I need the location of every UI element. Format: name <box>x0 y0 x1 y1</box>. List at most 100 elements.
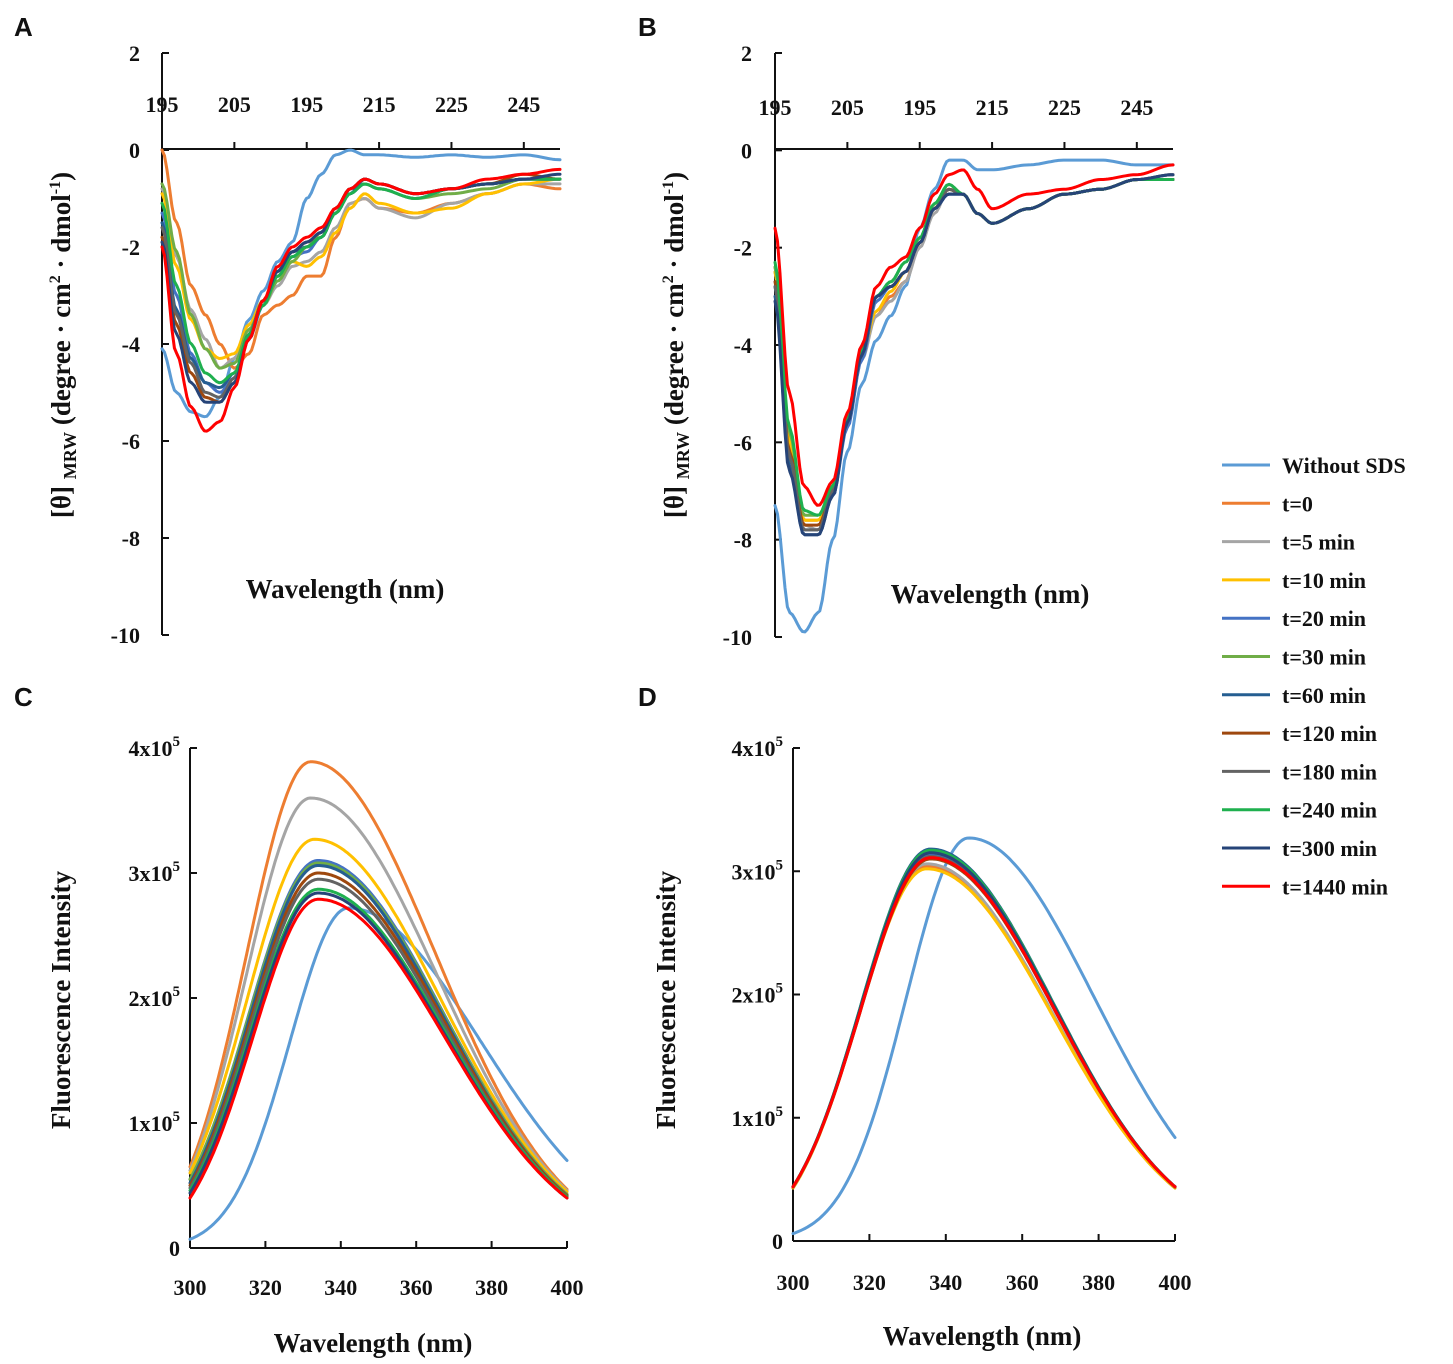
x-tick-label: 320 <box>249 1275 282 1300</box>
y-tick-label: 0 <box>129 138 140 163</box>
x-tick-label: 380 <box>475 1275 508 1300</box>
x-tick-label: 195 <box>290 92 323 117</box>
series-line-t-1440-min <box>773 163 1175 507</box>
y-tick-label: 2 <box>741 41 752 66</box>
y-axis-title-close: ) <box>659 172 689 181</box>
y-tick-label-base: 2x10 <box>129 986 173 1011</box>
series-line-t-0 <box>773 173 1175 522</box>
panel-letter: B <box>638 12 657 42</box>
y-axis-title-unit-a: (degree · cm <box>659 283 689 432</box>
series-group <box>160 148 562 433</box>
legend: Without SDS t=0 t=5 min t=10 min t=20 min t=3… <box>1222 453 1406 899</box>
y-tick-label-exp: 5 <box>776 734 784 750</box>
x-tick-label: 380 <box>1082 1270 1115 1295</box>
y-axis-title: Fluorescence Intensity <box>651 870 681 1129</box>
x-axis-title: Wavelength (nm) <box>883 1321 1082 1351</box>
legend-label: t=30 min <box>1282 645 1366 670</box>
x-tick-label: 195 <box>146 92 179 117</box>
y-tick-label: 3x105 <box>732 857 784 884</box>
x-tick-label: 205 <box>831 95 864 120</box>
x-tick-label: 205 <box>218 92 251 117</box>
legend-item: t=30 min <box>1222 645 1366 670</box>
x-tick-label: 340 <box>324 1275 357 1300</box>
y-tick-label: 4x105 <box>129 734 181 761</box>
series-line-t-30-min <box>773 178 1175 517</box>
y-tick-label: -6 <box>122 429 140 454</box>
y-tick-label-base: 1x10 <box>129 1111 173 1136</box>
series-line-t-10-min <box>188 837 569 1194</box>
series-line-t-0 <box>188 760 569 1191</box>
legend-item: Without SDS <box>1222 453 1406 478</box>
y-tick-label-exp: 5 <box>776 1104 784 1120</box>
y-axis-title: [θ] MRW (degree · cm2 · dmol-1) <box>46 172 80 518</box>
y-axis-title-sup2: 2 <box>660 275 677 283</box>
y-axis-title-theta: [θ] <box>46 479 76 518</box>
legend-label: t=120 min <box>1282 721 1377 746</box>
y-axis-title-sub: MRW <box>673 432 693 479</box>
series-line-t-20-min <box>160 177 562 394</box>
legend-item: t=0 <box>1222 491 1313 516</box>
series-line-t-1440-min <box>160 167 562 433</box>
y-tick-label-exp: 5 <box>173 1109 181 1125</box>
y-tick-label: -2 <box>734 236 752 261</box>
legend-label: t=10 min <box>1282 568 1366 593</box>
y-tick-label: -8 <box>734 528 752 553</box>
series-line-t-240-min <box>773 178 1175 517</box>
series-line-t-10-min <box>160 177 562 360</box>
legend-item: t=300 min <box>1222 836 1377 861</box>
y-tick-label: 2x105 <box>732 981 784 1008</box>
y-axis-title-theta: [θ] <box>659 479 689 518</box>
series-line-t-5-min <box>160 182 562 370</box>
y-axis-title-sup: -1 <box>47 181 64 194</box>
x-axis-title: Wavelength (nm) <box>891 579 1090 609</box>
y-tick-label: -2 <box>122 235 140 260</box>
y-tick-label: 1x105 <box>129 1109 181 1136</box>
panel-A: A 2 0 -2 -4 -6 -8 -10 195 205 195 215 225 245 Waveleng… <box>14 12 562 648</box>
legend-label: Without SDS <box>1282 453 1406 478</box>
legend-label: t=20 min <box>1282 606 1366 631</box>
y-tick-label: -4 <box>122 332 140 357</box>
panel-letter: C <box>14 682 33 712</box>
x-tick-label: 300 <box>174 1275 207 1300</box>
series-line-without-sds <box>188 906 569 1241</box>
y-tick-label-exp: 5 <box>776 857 784 873</box>
series-line-t-60-min <box>160 177 562 390</box>
legend-item: t=60 min <box>1222 683 1366 708</box>
series-line-t-10-min <box>791 867 1177 1190</box>
series-line-t-0 <box>791 864 1177 1190</box>
x-tick-label: 340 <box>929 1270 962 1295</box>
y-axis-title-sup2: 2 <box>47 275 64 283</box>
y-tick-label: -4 <box>734 333 752 358</box>
y-tick-label: -10 <box>723 625 752 650</box>
y-tick-label: 2x105 <box>129 984 181 1011</box>
series-line-without-sds <box>773 158 1175 634</box>
y-tick-label-base: 0 <box>169 1236 180 1261</box>
x-tick-label: 360 <box>400 1275 433 1300</box>
series-line-t-120-min <box>791 857 1177 1189</box>
y-axis-title-unit-a: (degree · cm <box>46 283 76 432</box>
legend-label: t=60 min <box>1282 683 1366 708</box>
series-line-t-1440-min <box>791 856 1177 1189</box>
legend-item: t=180 min <box>1222 759 1377 784</box>
series-line-t-180-min <box>160 177 562 399</box>
x-tick-label: 320 <box>853 1270 886 1295</box>
x-axis-title: Wavelength (nm) <box>274 1328 473 1358</box>
y-tick-label: -8 <box>122 526 140 551</box>
legend-item: t=20 min <box>1222 606 1366 631</box>
series-line-t-300-min <box>773 173 1175 537</box>
legend-label: t=180 min <box>1282 759 1377 784</box>
y-tick-label-base: 2x10 <box>732 983 776 1008</box>
y-axis-title-sub: MRW <box>60 432 80 479</box>
legend-label: t=240 min <box>1282 798 1377 823</box>
legend-item: t=1440 min <box>1222 874 1388 899</box>
y-tick-label: 0 <box>772 1229 783 1254</box>
panel-letter: A <box>14 12 33 42</box>
y-tick-label: 0 <box>741 138 752 163</box>
series-line-t-10-min <box>773 178 1175 522</box>
y-tick-label-base: 4x10 <box>129 736 173 761</box>
series-line-t-5-min <box>188 796 569 1192</box>
x-tick-label: 195 <box>903 95 936 120</box>
legend-label: t=1440 min <box>1282 874 1388 899</box>
